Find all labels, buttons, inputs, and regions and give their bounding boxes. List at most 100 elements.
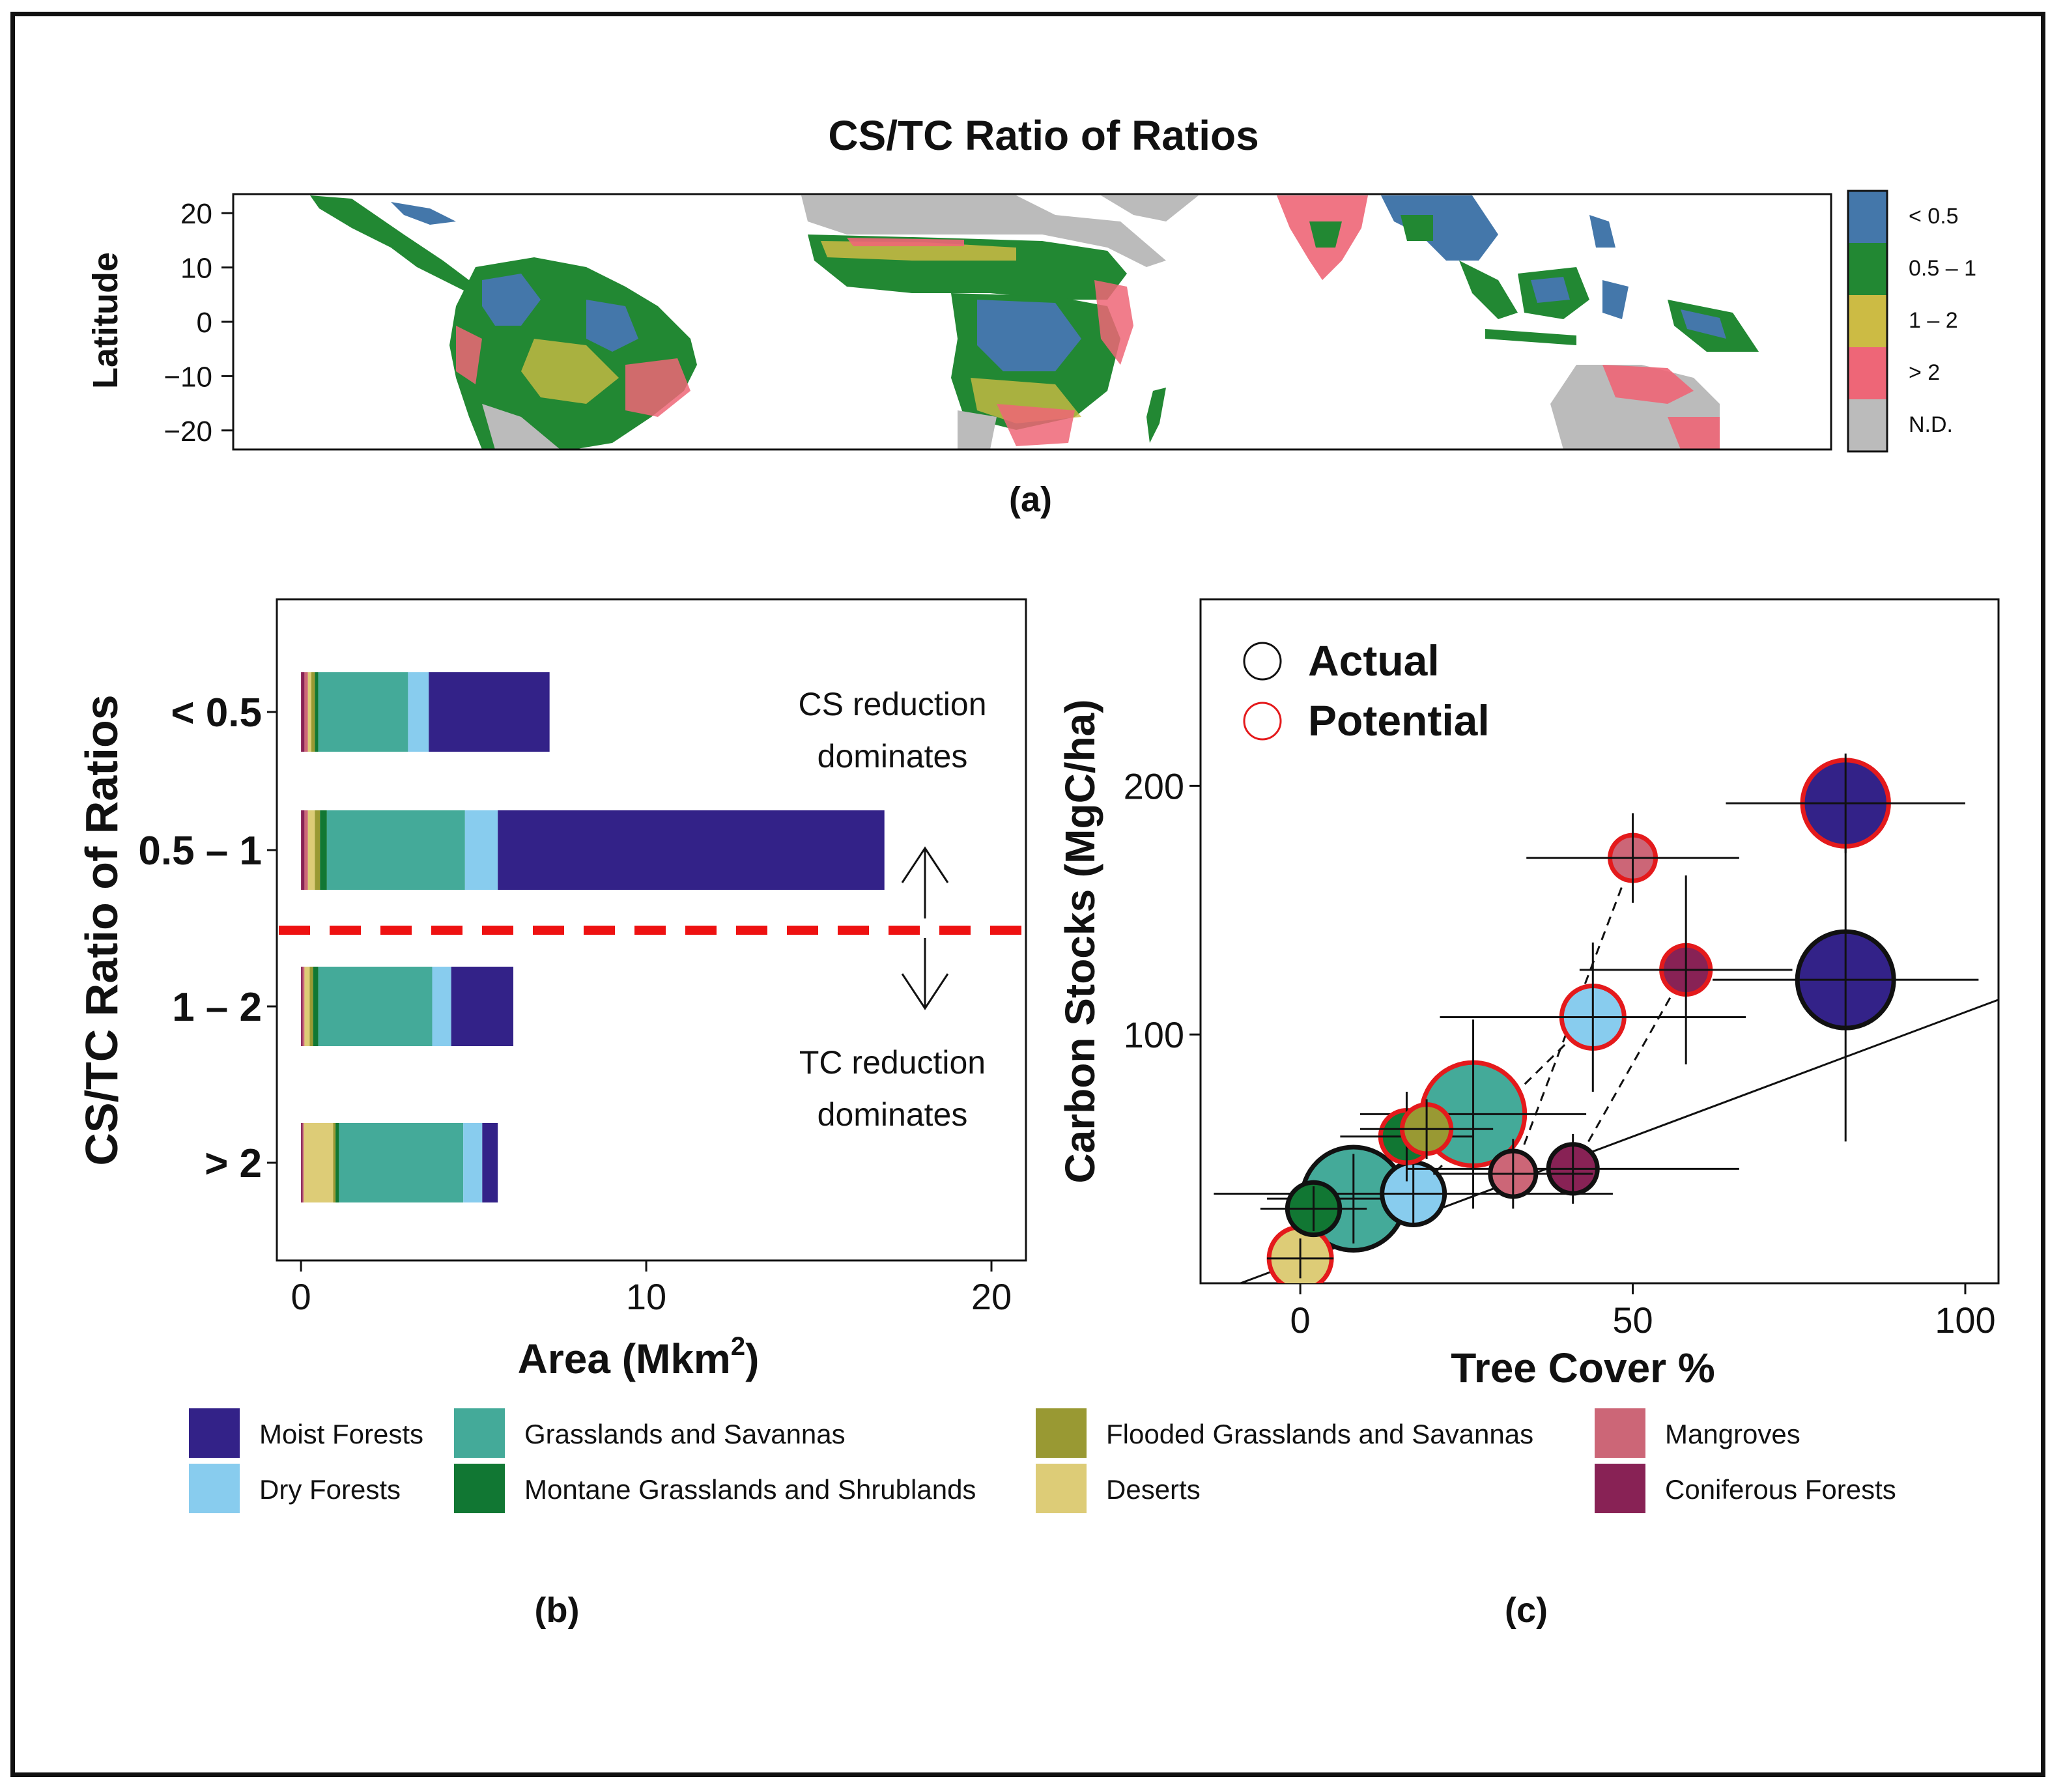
panel-c: Carbon Stocks (MgC/ha) Tree Cover % 0 50 1… xyxy=(1057,598,2000,1630)
legend-potential-label: Potential xyxy=(1308,696,1490,745)
bar-segment xyxy=(335,1123,339,1202)
panel-b: CS/TC Ratio of Ratios < 0.5 0.5 – 1 1 – 2 >… xyxy=(76,598,1027,1630)
map-legend-swatch xyxy=(1848,295,1887,347)
biome-legend-label: Montane Grasslands and Shrublands xyxy=(524,1474,976,1505)
bar-xlabel-main: Area (Mkm xyxy=(518,1335,731,1382)
bar-segment xyxy=(318,967,433,1046)
region-sulawesi xyxy=(1602,280,1629,319)
region-seasia xyxy=(1381,195,1498,261)
bar-segment xyxy=(301,967,303,1046)
region-central-america xyxy=(310,195,482,300)
scatter-point-group xyxy=(1440,942,1746,1092)
biome-legend-label: Coniferous Forests xyxy=(1665,1474,1896,1505)
biome-legend-swatch xyxy=(454,1464,505,1513)
scatter-points xyxy=(1214,753,1979,1283)
scatter-ticks: 0 50 100 100 200 xyxy=(1124,765,1996,1341)
bar-segment xyxy=(432,967,451,1046)
region-africa-nd xyxy=(801,195,1166,267)
biome-legend-swatch xyxy=(1036,1464,1087,1513)
biome-legend-swatch xyxy=(1595,1464,1645,1513)
map-y-ticks: 20 10 0 −10 −20 xyxy=(164,198,233,448)
region-newguinea-b xyxy=(1681,309,1726,339)
bar-x-ticks: 0 10 20 xyxy=(291,1260,1012,1317)
legend-potential-icon xyxy=(1243,702,1282,741)
bar-xlabel: Area (Mkm2) xyxy=(518,1332,760,1382)
region-sa-blue1 xyxy=(482,274,541,326)
bar-category-label: < 0.5 xyxy=(171,690,262,735)
scatter-ytick-label: 100 xyxy=(1124,1014,1184,1055)
bar-segment xyxy=(301,672,305,752)
region-seasia-g xyxy=(1401,215,1433,241)
region-africa-nd2 xyxy=(1101,195,1199,221)
bar-xlabel-end: ) xyxy=(745,1335,759,1382)
map-legend: < 0.5 0.5 – 1 1 – 2 > 2 N.D. xyxy=(1847,190,1976,453)
annotation-cs-line2: dominates xyxy=(818,738,968,775)
region-sa-blue2 xyxy=(586,300,638,352)
scatter-xlabel: Tree Cover % xyxy=(1451,1344,1715,1391)
map-land-regions xyxy=(310,195,1759,449)
biome-legend-swatch xyxy=(1595,1408,1645,1458)
bar-segments xyxy=(301,672,885,1202)
bar-segment xyxy=(311,672,315,752)
bar-category-label: 0.5 – 1 xyxy=(138,829,262,874)
biome-legend-swatch xyxy=(189,1464,240,1513)
scatter-ylabel: Carbon Stocks (MgC/ha) xyxy=(1057,699,1103,1183)
region-caribbean xyxy=(391,202,456,225)
bar-category-labels: < 0.5 0.5 – 1 1 – 2 > 2 xyxy=(138,690,277,1186)
bar-segment xyxy=(451,967,514,1046)
scatter-point-group xyxy=(1266,1225,1334,1283)
panel-a: CS/TC Ratio of Ratios Latitude 20 10 0 −10 −… xyxy=(86,112,1976,519)
biome-legend: Moist Forests Dry Forests Grasslands and S… xyxy=(189,1408,1896,1513)
bar-segment xyxy=(304,967,310,1046)
map-legend-label: 1 – 2 xyxy=(1909,308,1958,333)
map-legend-label: N.D. xyxy=(1909,412,1953,437)
bar-segment xyxy=(315,810,320,890)
bar-segment xyxy=(304,1123,334,1202)
legend-actual-label: Actual xyxy=(1308,636,1440,685)
map-legend-swatch xyxy=(1848,347,1887,399)
region-africa-east xyxy=(1094,280,1133,365)
scatter-point-group xyxy=(1360,1099,1494,1159)
map-ytick-label: −20 xyxy=(164,416,212,448)
scatter-xtick-label: 0 xyxy=(1290,1300,1311,1341)
scatter-xtick-label: 100 xyxy=(1935,1300,1995,1341)
biome-legend-swatch xyxy=(1036,1408,1087,1458)
arrow-down-icon xyxy=(901,938,949,1010)
scatter-dashed-link xyxy=(1512,857,1634,1174)
region-australia-p2 xyxy=(1668,417,1720,449)
scatter-point-group xyxy=(1433,1139,1593,1209)
bar-segment xyxy=(304,672,308,752)
biome-legend-swatch xyxy=(454,1408,505,1458)
map-legend-label: 0.5 – 1 xyxy=(1909,256,1976,281)
bar-category-label: > 2 xyxy=(205,1141,262,1186)
biome-legend-label: Flooded Grasslands and Savannas xyxy=(1106,1419,1533,1449)
bar-xlabel-sup: 2 xyxy=(731,1332,745,1361)
region-india-g xyxy=(1309,221,1342,248)
region-africa-south-nd xyxy=(958,410,997,449)
region-sa-pink xyxy=(625,358,690,417)
region-philippines xyxy=(1589,215,1615,248)
bar-segment xyxy=(339,1123,464,1202)
bar-segment xyxy=(464,810,498,890)
figure-frame xyxy=(10,12,2045,1777)
map-frame xyxy=(232,193,1832,451)
bar-segment xyxy=(463,1123,483,1202)
annotation-tc-line2: dominates xyxy=(818,1096,968,1133)
map-ytick-label: 20 xyxy=(180,198,212,230)
bar-segment xyxy=(313,967,319,1046)
map-area xyxy=(232,193,1832,451)
scatter-point-group xyxy=(1526,813,1739,903)
arrow-up-icon xyxy=(901,846,949,918)
scatter-point-group xyxy=(1579,875,1793,1064)
panel-label-b: (b) xyxy=(535,1591,580,1630)
bar-segment xyxy=(320,810,327,890)
bar-xtick-label: 10 xyxy=(626,1276,666,1317)
annotation-tc-line1: TC reduction xyxy=(799,1044,986,1081)
map-legend-label: < 0.5 xyxy=(1909,204,1959,229)
biome-legend-swatch xyxy=(189,1408,240,1458)
map-legend-swatch xyxy=(1848,399,1887,451)
region-java xyxy=(1485,329,1576,345)
biome-legend-label: Deserts xyxy=(1106,1474,1201,1505)
scatter-point-group xyxy=(1726,753,1965,853)
